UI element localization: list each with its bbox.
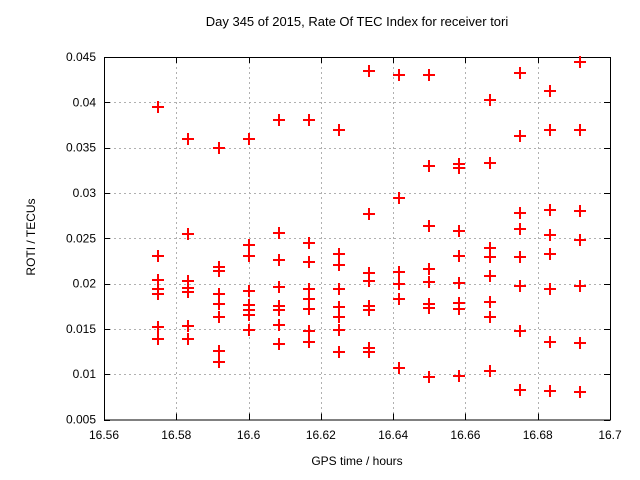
x-axis-title: GPS time / hours — [311, 454, 403, 468]
y-tick-label: 0.02 — [73, 277, 97, 291]
tick-labels: 16.56 16.58 16.6 16.62 16.64 16.66 16.68 16.7 0.… — [66, 50, 622, 442]
y-tick-label: 0.005 — [66, 413, 96, 427]
y-tick-label: 0.035 — [66, 141, 96, 155]
x-tick-label: 16.7 — [598, 428, 622, 442]
x-tick-label: 16.58 — [161, 428, 191, 442]
y-tick-label: 0.04 — [73, 95, 97, 109]
y-axis-title: ROTI / TECUs — [24, 198, 38, 276]
y-tick-label: 0.03 — [73, 186, 97, 200]
y-tick-label: 0.015 — [66, 322, 96, 336]
x-tick-label: 16.6 — [237, 428, 261, 442]
x-tick-label: 16.68 — [523, 428, 553, 442]
plot-frame — [104, 57, 611, 421]
y-tick-label: 0.01 — [73, 367, 97, 381]
x-tick-label: 16.66 — [450, 428, 480, 442]
grid-lines — [104, 57, 610, 420]
y-tick-label: 0.025 — [66, 231, 96, 245]
x-tick-label: 16.62 — [306, 428, 336, 442]
chart-title: Day 345 of 2015, Rate Of TEC Index for r… — [205, 14, 509, 29]
y-tick-label: 0.045 — [66, 50, 96, 64]
x-tick-label: 16.64 — [378, 428, 408, 442]
x-tick-label: 16.56 — [89, 428, 119, 442]
data-point-markers — [152, 56, 586, 398]
